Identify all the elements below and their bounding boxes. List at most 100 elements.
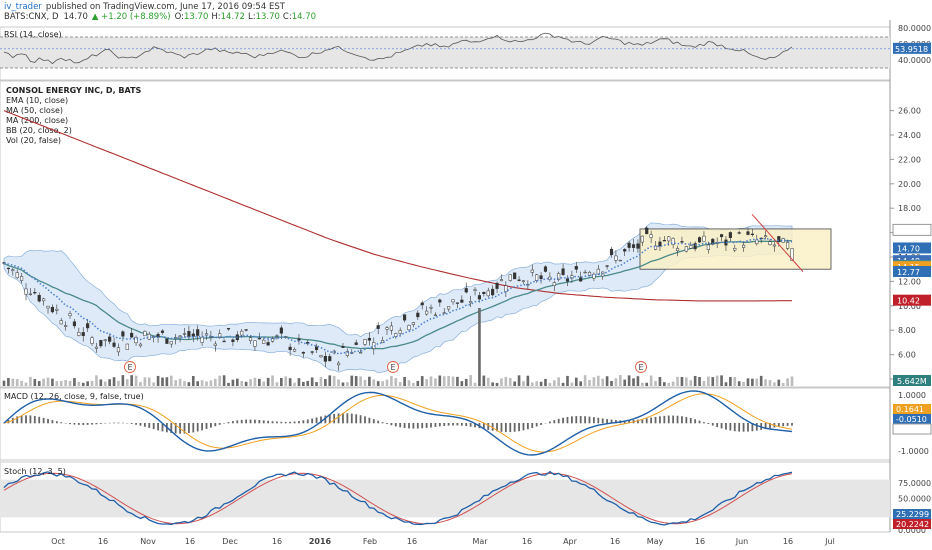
- volume-bar: [332, 375, 336, 386]
- macd-histogram-bar: [161, 423, 164, 432]
- macd-layer: [3, 390, 793, 456]
- volume-bar: [693, 375, 697, 386]
- volume-bar: [227, 382, 230, 386]
- candle: [451, 299, 455, 303]
- candle: [279, 327, 283, 334]
- candle: [535, 274, 539, 281]
- volume-bar: [561, 382, 565, 386]
- macd-histogram-bar: [504, 423, 507, 433]
- macd-histogram-bar: [711, 423, 714, 426]
- candle: [680, 241, 684, 243]
- candle: [81, 332, 85, 336]
- volume-bar: [403, 376, 406, 386]
- macd-histogram-bar: [342, 413, 344, 424]
- volume-bar: [469, 375, 472, 386]
- stoch-tag: [893, 509, 931, 519]
- macd-histogram-bar: [716, 423, 719, 428]
- candle: [469, 301, 473, 304]
- volume-bar: [266, 377, 270, 386]
- volume-bar: [165, 377, 169, 386]
- candle: [653, 245, 658, 250]
- volume-bar: [59, 381, 63, 386]
- candle: [425, 310, 429, 315]
- macd-histogram-bar: [311, 418, 314, 424]
- candle: [689, 245, 693, 249]
- candle: [561, 268, 565, 275]
- price-tick: 22.00: [898, 155, 921, 164]
- macd-histogram-bar: [412, 423, 415, 429]
- volume-bar: [605, 376, 609, 386]
- volume-bar: [658, 376, 662, 386]
- volume-bar: [174, 380, 178, 386]
- candle: [645, 227, 649, 235]
- macd-histogram-bar: [703, 422, 705, 424]
- volume-bar: [231, 379, 235, 386]
- x-axis-tick: Feb: [363, 537, 377, 546]
- volume-bar: [420, 376, 424, 386]
- candle: [618, 259, 622, 262]
- x-axis-tick: Apr: [563, 537, 578, 546]
- volume-bar: [574, 377, 578, 386]
- macd-histogram-bar: [698, 420, 701, 424]
- volume-bar: [464, 378, 468, 386]
- candle: [473, 289, 477, 291]
- price-tick: 12.00: [898, 277, 921, 286]
- macd-histogram-bar: [491, 423, 494, 431]
- macd-histogram-bar: [641, 418, 644, 424]
- candle: [684, 246, 688, 252]
- candle: [319, 355, 323, 358]
- candle: [508, 274, 512, 281]
- candle: [50, 306, 54, 313]
- volume-bar: [258, 378, 261, 386]
- candle: [292, 349, 297, 352]
- volume-bar: [447, 375, 450, 386]
- macd-histogram-bar: [733, 423, 736, 432]
- volume-bar: [460, 381, 464, 386]
- x-axis-tick: Jun: [735, 537, 749, 546]
- volume-bar: [90, 380, 94, 386]
- candle: [68, 313, 72, 316]
- candle: [623, 249, 627, 252]
- macd-histogram-bar: [769, 423, 771, 429]
- open-value: 13.70: [184, 12, 208, 22]
- macd-histogram-bar: [570, 416, 573, 424]
- macd-histogram-bar: [55, 421, 58, 424]
- candle: [596, 268, 600, 275]
- volume-bar: [196, 381, 200, 386]
- macd-histogram-bar: [328, 414, 331, 424]
- indicator-ma50: MA (50, close): [6, 106, 63, 115]
- volume-bar: [746, 378, 750, 386]
- candle: [310, 351, 314, 353]
- candle: [737, 232, 741, 234]
- candle: [323, 355, 327, 362]
- volume-bar: [284, 376, 288, 386]
- macd-histogram-bar: [86, 423, 89, 425]
- volume-bar: [108, 379, 111, 386]
- macd-histogram-bar: [236, 420, 239, 424]
- candle: [499, 279, 504, 282]
- macd-histogram-bar: [276, 421, 278, 424]
- candle: [394, 333, 398, 337]
- macd-histogram-bar: [29, 415, 32, 424]
- volume-bar: [134, 375, 138, 386]
- volume-bar: [755, 378, 759, 386]
- candle: [218, 333, 222, 339]
- price-tag: [893, 294, 931, 306]
- macd-histogram-bar: [460, 423, 463, 426]
- macd-histogram-bar: [403, 423, 406, 428]
- price-change: ▲ +1.20 (+8.89%): [92, 12, 171, 22]
- candle: [464, 288, 468, 293]
- x-axis-tick: 16: [610, 537, 620, 546]
- candle: [455, 302, 460, 304]
- author-link[interactable]: iv_trader: [4, 2, 42, 12]
- volume-bar: [372, 379, 376, 386]
- macd-histogram-bar: [91, 423, 93, 425]
- candle: [706, 244, 710, 250]
- macd-histogram-bar: [280, 421, 283, 424]
- stoch-layer: [0, 470, 890, 526]
- candle: [728, 232, 732, 238]
- macd-histogram-bar: [245, 419, 248, 424]
- volume-bar: [623, 379, 627, 386]
- macd-histogram-bar: [20, 415, 23, 424]
